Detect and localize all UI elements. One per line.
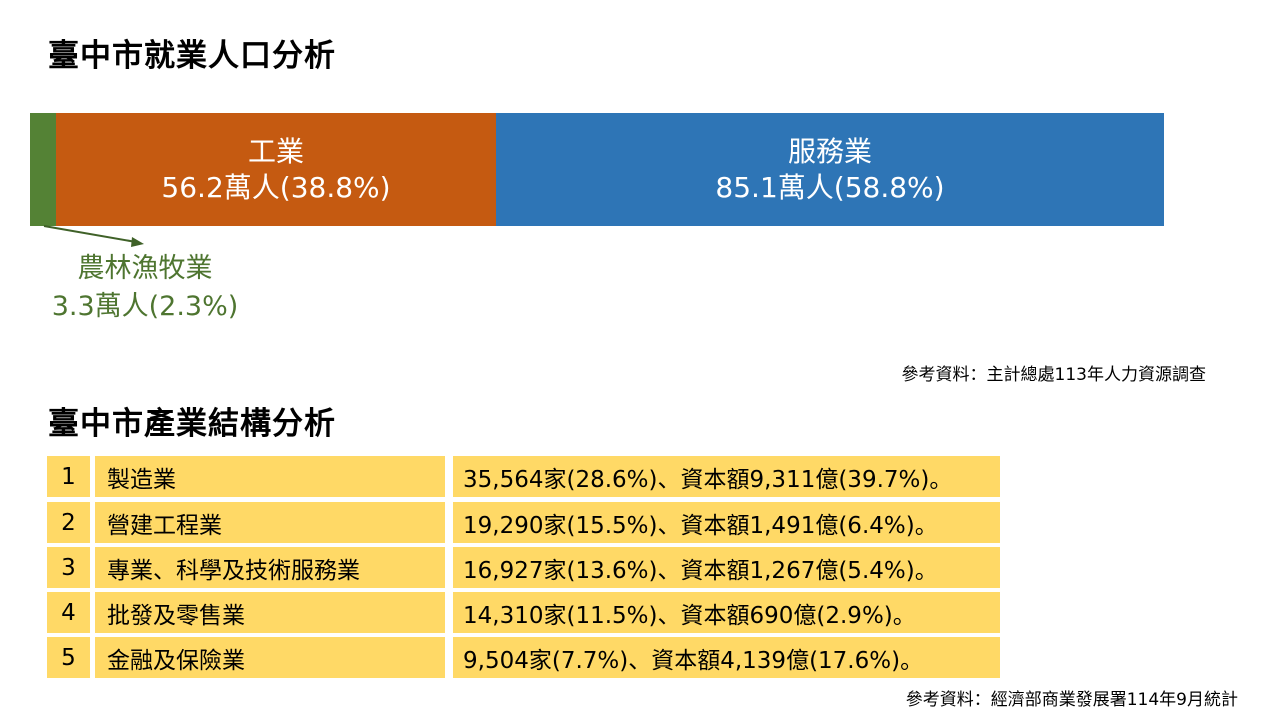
- agriculture-callout-arrow: [43, 225, 144, 247]
- services-name-label: 服務業: [787, 134, 872, 168]
- bar-segment-services: 服務業 85.1萬人(58.8%): [496, 113, 1164, 226]
- employment-stacked-bar: 工業 56.2萬人(38.8%) 服務業 85.1萬人(58.8%): [30, 113, 1164, 226]
- industry-source-note: 參考資料：經濟部商業發展署114年9月統計: [905, 690, 1238, 710]
- table-industry-cell: 營建工程業: [95, 502, 445, 543]
- table-rank-cell: 2: [47, 502, 90, 543]
- agriculture-name-label: 農林漁牧業: [77, 253, 213, 284]
- table-industry-cell: 專業、科學及技術服務業: [95, 547, 445, 588]
- industry-name-label: 工業: [247, 134, 304, 168]
- industry-value-label: 56.2萬人(38.8%): [161, 170, 391, 204]
- industry-structure-title: 臺中市產業結構分析: [48, 406, 336, 442]
- table-rank-cell: 1: [47, 456, 90, 497]
- table-rank-cell: 5: [47, 637, 90, 678]
- bar-segment-agriculture: [30, 113, 56, 226]
- bar-segment-industry: 工業 56.2萬人(38.8%): [56, 113, 496, 226]
- table-rank-cell: 4: [47, 592, 90, 633]
- services-value-label: 85.1萬人(58.8%): [715, 170, 945, 204]
- table-detail-cell: 9,504家(7.7%)、資本額4,139億(17.6%)。: [453, 637, 1000, 678]
- table-detail-cell: 16,927家(13.6%)、資本額1,267億(5.4%)。: [453, 547, 1000, 588]
- employment-source-note: 參考資料：主計總處113年人力資源調查: [901, 365, 1206, 385]
- table-detail-cell: 19,290家(15.5%)、資本額1,491億(6.4%)。: [453, 502, 1000, 543]
- table-detail-cell: 14,310家(11.5%)、資本額690億(2.9%)。: [453, 592, 1000, 633]
- table-rank-cell: 3: [47, 547, 90, 588]
- table-industry-cell: 金融及保險業: [95, 637, 445, 678]
- table-industry-cell: 製造業: [95, 456, 445, 497]
- table-detail-cell: 35,564家(28.6%)、資本額9,311億(39.7%)。: [453, 456, 1000, 497]
- employment-title: 臺中市就業人口分析: [48, 38, 336, 74]
- agriculture-label: 農林漁牧業 3.3萬人(2.3%): [40, 250, 250, 326]
- table-industry-cell: 批發及零售業: [95, 592, 445, 633]
- agriculture-value-label: 3.3萬人(2.3%): [51, 291, 239, 322]
